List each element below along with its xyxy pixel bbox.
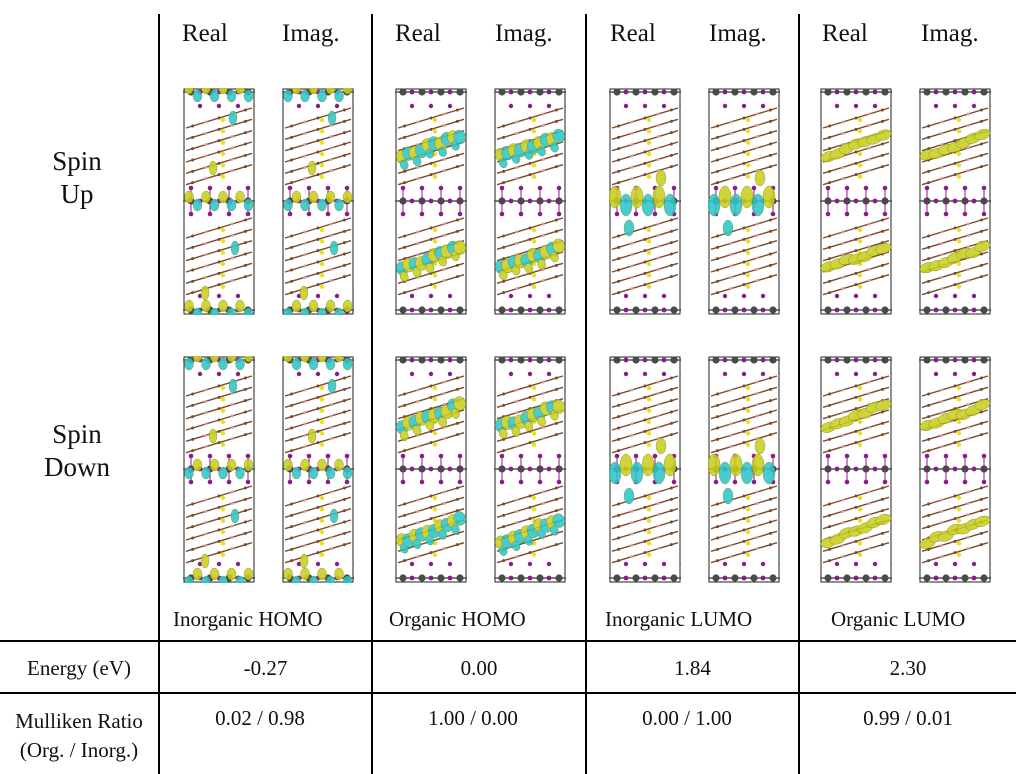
orbital-name-2: Organic HOMO xyxy=(389,607,526,631)
structure-panel-orbital-3-real-spin-up xyxy=(609,88,681,315)
orbital-name-1: Inorganic HOMO xyxy=(173,607,323,631)
structure-panel-orbital-3-imag-spin-up xyxy=(708,88,780,315)
energy-value-2: 0.00 xyxy=(460,656,498,680)
mulliken-row-label-line2: (Org. / Inorg.) xyxy=(19,738,139,762)
crystal-structure-isosurface xyxy=(395,88,467,315)
header-imag-1: Imag. xyxy=(282,20,340,47)
crystal-structure-isosurface xyxy=(183,356,255,583)
row-label-spin-down: Spin Down xyxy=(2,418,152,484)
divider-col-2 xyxy=(371,14,373,774)
mulliken-value-4: 0.99 / 0.01 xyxy=(863,706,953,730)
divider-col-1 xyxy=(158,14,160,774)
row-label-spin-up: Spin Up xyxy=(2,145,152,211)
crystal-structure-isosurface xyxy=(820,88,892,315)
header-real-2: Real xyxy=(395,20,441,47)
header-real-3: Real xyxy=(610,20,656,47)
structure-panel-orbital-2-imag-spin-down xyxy=(494,356,566,583)
header-imag-4: Imag. xyxy=(921,20,979,47)
header-real-1: Real xyxy=(182,20,228,47)
crystal-structure-isosurface xyxy=(494,356,566,583)
header-imag-3: Imag. xyxy=(709,20,767,47)
crystal-structure-isosurface xyxy=(708,88,780,315)
header-real-4: Real xyxy=(822,20,868,47)
energy-value-3: 1.84 xyxy=(674,656,711,680)
row-label-spin-down-line1: Spin xyxy=(52,419,102,449)
structure-panel-orbital-3-real-spin-down xyxy=(609,356,681,583)
structure-panel-orbital-4-imag-spin-up xyxy=(919,88,991,315)
structure-panel-orbital-4-real-spin-up xyxy=(820,88,892,315)
crystal-structure-isosurface xyxy=(820,356,892,583)
crystal-structure-isosurface xyxy=(919,88,991,315)
crystal-structure-isosurface xyxy=(282,88,354,315)
crystal-structure-isosurface xyxy=(708,356,780,583)
structure-panel-orbital-2-real-spin-up xyxy=(395,88,467,315)
mulliken-row-label-line1: Mulliken Ratio xyxy=(15,709,143,733)
energy-value-4: 2.30 xyxy=(889,656,927,680)
structure-panel-orbital-4-real-spin-down xyxy=(820,356,892,583)
structure-panel-orbital-1-real-spin-down xyxy=(183,356,255,583)
mulliken-value-1: 0.02 / 0.98 xyxy=(215,706,305,730)
divider-row-energy xyxy=(0,640,1016,642)
crystal-structure-isosurface xyxy=(282,356,354,583)
row-label-spin-up-line1: Spin xyxy=(52,146,102,176)
mulliken-value-3: 0.00 / 1.00 xyxy=(642,706,732,730)
energy-row-label: Energy (eV) xyxy=(27,656,131,680)
structure-panel-orbital-3-imag-spin-down xyxy=(708,356,780,583)
mulliken-value-2: 1.00 / 0.00 xyxy=(428,706,518,730)
divider-row-mulliken xyxy=(0,692,1016,694)
crystal-structure-isosurface xyxy=(183,88,255,315)
structure-panel-orbital-1-imag-spin-down xyxy=(282,356,354,583)
structure-panel-orbital-4-imag-spin-down xyxy=(919,356,991,583)
divider-col-3 xyxy=(585,14,587,774)
orbital-name-4: Organic LUMO xyxy=(831,607,966,631)
energy-value-1: -0.27 xyxy=(243,656,288,680)
crystal-structure-isosurface xyxy=(494,88,566,315)
crystal-structure-isosurface xyxy=(395,356,467,583)
row-label-spin-down-line2: Down xyxy=(44,452,110,482)
structure-panel-orbital-1-imag-spin-up xyxy=(282,88,354,315)
row-label-spin-up-line2: Up xyxy=(60,179,94,209)
divider-col-4 xyxy=(798,14,800,774)
header-imag-2: Imag. xyxy=(495,20,553,47)
structure-panel-orbital-1-real-spin-up xyxy=(183,88,255,315)
structure-panel-orbital-2-imag-spin-up xyxy=(494,88,566,315)
structure-panel-orbital-2-real-spin-down xyxy=(395,356,467,583)
crystal-structure-isosurface xyxy=(609,88,681,315)
mulliken-row-label: Mulliken Ratio (Org. / Inorg.) xyxy=(0,707,158,765)
crystal-structure-isosurface xyxy=(919,356,991,583)
orbital-name-3: Inorganic LUMO xyxy=(605,607,753,631)
crystal-structure-isosurface xyxy=(609,356,681,583)
